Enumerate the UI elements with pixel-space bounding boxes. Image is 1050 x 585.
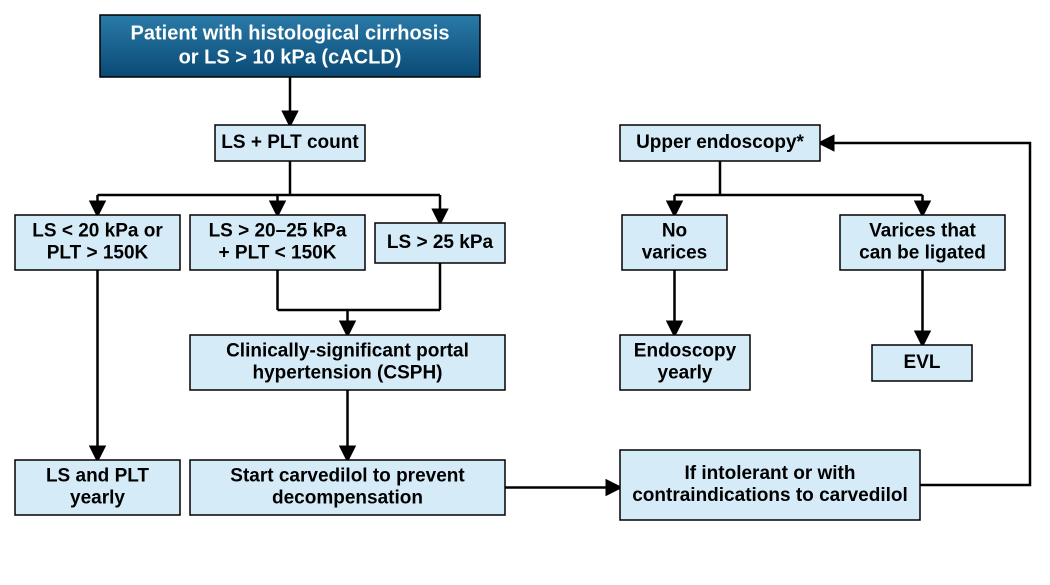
- node-b2-line-0: LS > 20–25 kPa: [209, 221, 347, 242]
- node-novarices-line-1: varices: [642, 243, 708, 264]
- node-varicesthat-line-1: can be ligated: [859, 243, 986, 264]
- node-csph: Clinically-significant portalhypertensio…: [190, 335, 505, 390]
- node-lspltyearly-line-1: yearly: [70, 488, 125, 509]
- node-lsplt: LS + PLT count: [215, 125, 365, 161]
- node-endoyearly-line-1: yearly: [658, 363, 713, 384]
- node-b1: LS < 20 kPa orPLT > 150K: [15, 215, 180, 270]
- node-b3-line-0: LS > 25 kPa: [387, 232, 494, 253]
- node-root-line-0: Patient with histological cirrhosis: [131, 22, 450, 44]
- node-novarices-line-0: No: [662, 221, 687, 242]
- node-b2: LS > 20–25 kPa+ PLT < 150K: [190, 215, 365, 270]
- node-evl: EVL: [872, 345, 972, 381]
- node-carvedilol-line-0: Start carvedilol to prevent: [230, 466, 465, 487]
- node-root: Patient with histological cirrhosisor LS…: [100, 15, 480, 77]
- node-lspltyearly-line-0: LS and PLT: [46, 466, 149, 487]
- node-lspltyearly: LS and PLTyearly: [15, 460, 180, 515]
- node-endoyearly: Endoscopyyearly: [620, 335, 750, 390]
- node-csph-line-1: hypertension (CSPH): [252, 363, 442, 384]
- node-evl-line-0: EVL: [904, 352, 941, 373]
- node-novarices: Novarices: [622, 215, 727, 270]
- node-intolerant-line-0: If intolerant or with: [685, 463, 856, 484]
- node-carvedilol: Start carvedilol to preventdecompensatio…: [190, 460, 505, 515]
- node-endoscopy: Upper endoscopy*: [620, 125, 820, 161]
- node-b1-line-0: LS < 20 kPa or: [32, 221, 163, 242]
- node-b3: LS > 25 kPa: [375, 223, 505, 263]
- node-csph-line-0: Clinically-significant portal: [226, 341, 469, 362]
- node-endoscopy-line-0: Upper endoscopy*: [636, 132, 804, 153]
- node-varicesthat-line-0: Varices that: [869, 221, 976, 242]
- node-endoyearly-line-0: Endoscopy: [634, 341, 737, 362]
- node-carvedilol-line-1: decompensation: [272, 488, 423, 509]
- node-b2-line-1: + PLT < 150K: [219, 243, 337, 264]
- node-lsplt-line-0: LS + PLT count: [221, 132, 359, 153]
- node-root-line-1: or LS > 10 kPa (cACLD): [179, 46, 402, 68]
- node-varicesthat: Varices thatcan be ligated: [840, 215, 1005, 270]
- node-intolerant: If intolerant or withcontraindications t…: [620, 450, 920, 520]
- node-intolerant-line-1: contraindications to carvedilol: [632, 485, 908, 506]
- node-b1-line-1: PLT > 150K: [47, 243, 149, 264]
